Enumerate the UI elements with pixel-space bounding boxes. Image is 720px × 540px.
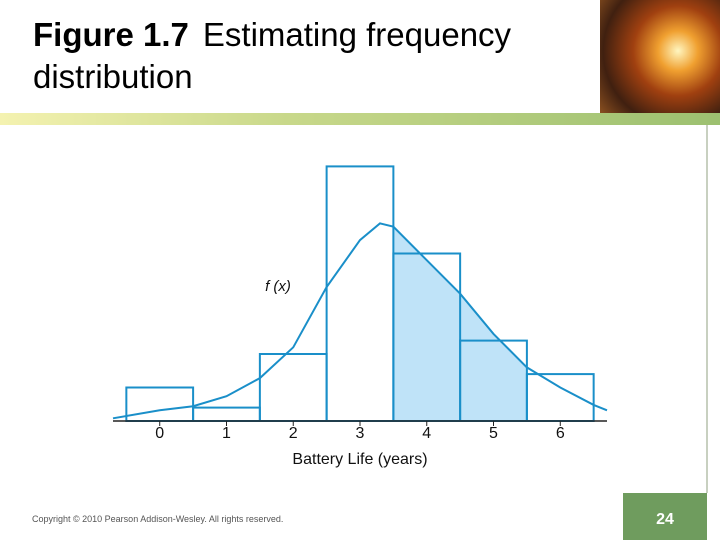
x-tick-label: 2 <box>289 425 298 442</box>
bar <box>258 353 328 422</box>
x-tick-label: 1 <box>222 425 231 442</box>
figure-label: Figure 1.7 <box>33 16 189 53</box>
density-curve <box>112 222 608 420</box>
bar <box>192 406 261 423</box>
header-image <box>600 0 720 113</box>
bar <box>525 373 595 423</box>
side-rule <box>706 125 708 493</box>
curve-label: f (x) <box>265 278 291 295</box>
x-tick-label: 4 <box>422 425 431 442</box>
x-axis-label: Battery Life (years) <box>292 451 427 468</box>
title-text: Estimating frequency distribution <box>33 16 512 95</box>
slide-title: Figure 1.7 Estimating frequency distribut… <box>33 14 573 98</box>
bar <box>125 386 195 422</box>
bar <box>325 165 395 422</box>
x-tick-label: 3 <box>356 425 365 442</box>
copyright: Copyright © 2010 Pearson Addison-Wesley.… <box>32 514 284 524</box>
x-tick-label: 5 <box>489 425 498 442</box>
x-tick-label: 6 <box>556 425 565 442</box>
x-tick-label: 0 <box>155 425 164 442</box>
header-band <box>0 113 720 125</box>
page-number: 24 <box>623 493 707 540</box>
